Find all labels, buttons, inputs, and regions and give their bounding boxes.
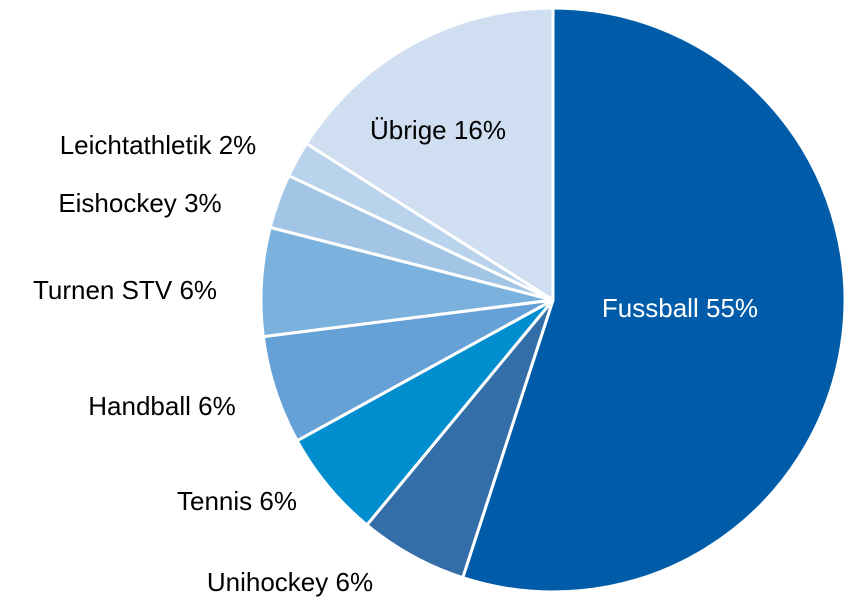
slice-label: Eishockey 3%	[58, 188, 221, 218]
value-label: 55%	[706, 293, 758, 323]
slice-label: Unihockey 6%	[207, 567, 373, 597]
slice-label: Handball 6%	[88, 391, 235, 421]
slice-label: Turnen STV 6%	[33, 275, 217, 305]
slice-label: Fussball 55%	[602, 293, 758, 323]
value-label: 6%	[198, 391, 236, 421]
category-label: Turnen STV	[33, 275, 173, 305]
slice-label: Tennis 6%	[177, 486, 297, 516]
value-label: 2%	[219, 130, 257, 160]
slice-label: Leichtathletik 2%	[60, 130, 257, 160]
slice-label: Übrige 16%	[370, 115, 506, 145]
category-label: Handball	[88, 391, 191, 421]
pie-slice	[461, 6, 844, 594]
value-label: 6%	[259, 486, 297, 516]
category-label: Eishockey	[58, 188, 177, 218]
category-label: Unihockey	[207, 567, 328, 597]
value-label: 16%	[454, 115, 506, 145]
value-label: 6%	[179, 275, 217, 305]
category-label: Leichtathletik	[60, 130, 213, 160]
category-label: Tennis	[177, 486, 252, 516]
category-label: Fussball	[602, 293, 699, 323]
value-label: 3%	[184, 188, 222, 218]
value-label: 6%	[336, 567, 374, 597]
category-label: Übrige	[370, 115, 447, 145]
pie-slice	[304, 6, 555, 302]
